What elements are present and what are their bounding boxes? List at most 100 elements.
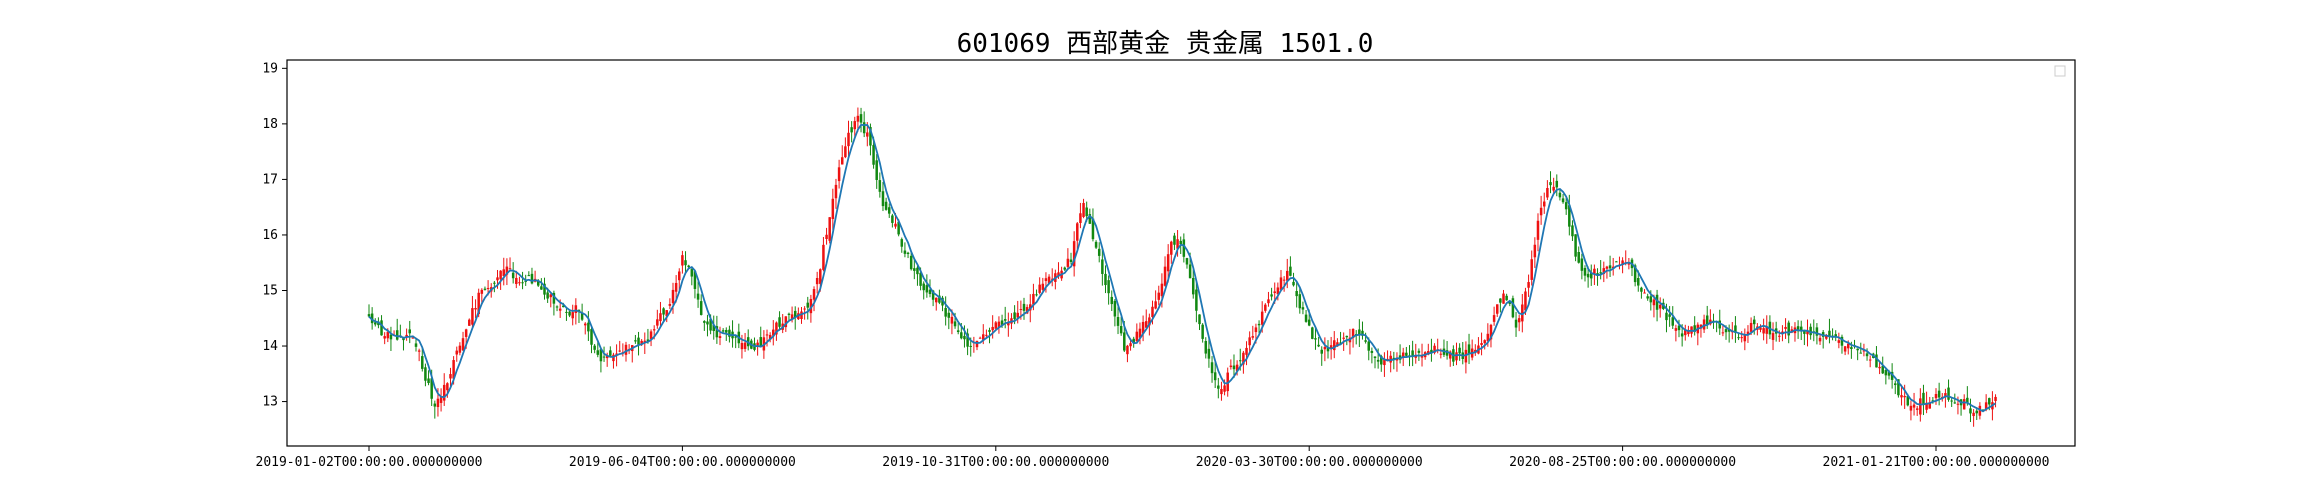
- candle-body: [1123, 332, 1126, 351]
- candle-body: [768, 334, 772, 340]
- candle-body: [1724, 329, 1728, 333]
- candle-body: [430, 378, 433, 399]
- candle-body: [1342, 337, 1345, 339]
- candle-body: [408, 329, 411, 334]
- candle-body: [1201, 324, 1204, 339]
- candle-body: [562, 305, 565, 308]
- candle-body: [1521, 304, 1524, 322]
- candle-body: [1025, 307, 1029, 314]
- candle-body: [1188, 264, 1192, 279]
- candle-body: [1906, 396, 1910, 406]
- candle-body: [828, 217, 831, 241]
- candle-body: [1072, 241, 1076, 267]
- candle-body: [1151, 306, 1154, 318]
- candle-body: [950, 316, 954, 324]
- candle-body: [1364, 340, 1367, 342]
- x-tick-label: 2021-01-21T00:00:00.000000000: [1823, 455, 2050, 470]
- candle-body: [1677, 325, 1681, 331]
- candle-body: [1022, 303, 1026, 311]
- candle-body: [1759, 327, 1762, 330]
- candle-body: [1458, 347, 1461, 354]
- candle-body: [1044, 278, 1048, 281]
- candle-body: [1455, 352, 1458, 361]
- candle-body: [975, 340, 979, 348]
- candle-body: [1621, 260, 1624, 265]
- candle-body: [461, 338, 465, 351]
- candle-body: [1765, 327, 1769, 334]
- candle-body: [580, 312, 584, 320]
- candle-body: [590, 329, 593, 345]
- candle-body: [935, 297, 938, 303]
- candle-body: [1433, 345, 1436, 353]
- candle-body: [900, 239, 904, 247]
- candle-body: [787, 313, 791, 315]
- candle-body: [1671, 317, 1674, 326]
- candle-body: [1536, 220, 1540, 240]
- candle-body: [734, 336, 737, 338]
- candle-body: [806, 302, 810, 308]
- candle-body: [1094, 241, 1098, 248]
- candle-body: [706, 321, 709, 325]
- candle-body: [1314, 338, 1317, 340]
- candle-body: [1803, 331, 1806, 334]
- candle-body: [875, 160, 878, 180]
- candle-body: [583, 323, 587, 326]
- candle-body: [1361, 330, 1364, 336]
- candle-body: [1163, 266, 1167, 286]
- candle-body: [1574, 234, 1577, 257]
- candle-body: [439, 397, 443, 403]
- candle-body: [831, 198, 835, 219]
- candle-body: [790, 314, 794, 320]
- candle-body: [837, 167, 841, 182]
- candle-body: [844, 146, 847, 158]
- candle-body: [1514, 319, 1518, 328]
- candle-body: [637, 337, 640, 345]
- candle-body: [468, 319, 471, 326]
- candle-body: [1912, 404, 1916, 408]
- candle-body: [1552, 186, 1555, 191]
- candle-body: [982, 334, 985, 340]
- candle-body: [1868, 359, 1872, 361]
- candle-body: [1956, 403, 1960, 405]
- candle-body: [1555, 180, 1559, 188]
- candle-body: [1066, 258, 1070, 267]
- candle-body: [480, 289, 484, 294]
- candle-body: [862, 122, 866, 134]
- candle-body: [1038, 284, 1041, 293]
- candle-body: [1915, 408, 1919, 410]
- candle-body: [1307, 319, 1311, 326]
- candle-body: [1179, 240, 1182, 245]
- candle-body: [1752, 319, 1756, 325]
- candle-body: [1944, 393, 1947, 398]
- candle-body: [1282, 279, 1286, 281]
- candle-body: [1464, 349, 1468, 363]
- candle-body: [1301, 307, 1305, 310]
- candle-body: [1705, 315, 1709, 325]
- candle-body: [687, 265, 690, 268]
- candle-body: [1583, 267, 1587, 276]
- candle-body: [1358, 329, 1361, 336]
- candle-body: [1480, 343, 1483, 345]
- candle-body: [1539, 207, 1543, 216]
- candle-body: [521, 282, 524, 284]
- candle-body: [1019, 309, 1023, 311]
- candle-body: [1928, 402, 1931, 409]
- candle-body: [1564, 202, 1568, 210]
- candle-body: [1668, 314, 1671, 317]
- candle-body: [1085, 207, 1088, 217]
- candle-body: [1897, 379, 1900, 396]
- candle-body: [1856, 348, 1859, 351]
- candle-body: [1035, 294, 1038, 296]
- candle-body: [1279, 277, 1283, 290]
- candle-body: [866, 132, 869, 137]
- x-axis: 2019-01-02T00:00:00.000000000 2019-06-04T…: [256, 446, 2050, 470]
- candle-body: [1652, 299, 1656, 306]
- candle-body: [543, 283, 546, 295]
- candle-body: [483, 288, 487, 290]
- candle-body: [1445, 350, 1449, 356]
- candle-body: [834, 184, 838, 199]
- y-axis: 13 14 15 16 17 18 19: [262, 61, 287, 410]
- candle-body: [1326, 347, 1330, 352]
- candle-body: [540, 286, 543, 290]
- candle-body: [552, 292, 556, 304]
